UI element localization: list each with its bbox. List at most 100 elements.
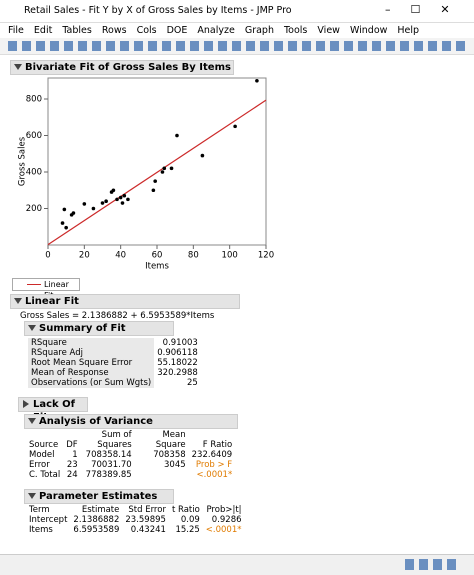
point xyxy=(151,188,156,193)
table-cell: 0.09 xyxy=(180,515,200,525)
table-cell: 70031.70 xyxy=(91,460,132,470)
header-row: Term Estimate Std Error t Ratio Prob>|t| xyxy=(26,505,245,515)
summary-table: RSquare 0.91003 RSquare Adj 0.906118 Root Me… xyxy=(28,338,201,388)
menu-item[interactable]: Analyze xyxy=(197,25,235,36)
anova-table: Source DF Sum of Squares Mean Square F Ratio… xyxy=(26,430,235,480)
legend-swatch xyxy=(27,284,41,285)
table-cell: 232.6409 xyxy=(191,450,233,460)
column-header: Std Error xyxy=(128,505,166,515)
menu-bar: File Edit Tables Rows Cols DOE Analyze Graph Too… xyxy=(0,23,474,38)
point xyxy=(115,197,119,202)
table-cell: Error xyxy=(29,460,50,470)
section-header[interactable]: Summary of Fit xyxy=(24,321,174,336)
table-cell: 1 xyxy=(72,450,78,460)
table-cell: 0.91003 xyxy=(162,338,198,348)
table-cell: 6.5953589 xyxy=(73,525,120,535)
toolbar-icons[interactable] xyxy=(8,41,468,51)
table-cell: 3045 xyxy=(164,460,186,470)
section-header[interactable]: Lack Of Fit xyxy=(18,397,88,423)
point xyxy=(153,179,157,183)
section-header[interactable]: Parameter Estimates xyxy=(24,489,174,504)
report-header[interactable]: Bivariate Fit of Gross Sales By Items xyxy=(10,60,234,75)
table-row: Intercept 2.1386882 23.59895 0.09 0.9286 xyxy=(26,515,245,525)
x-tick-label: 20 xyxy=(79,251,90,261)
menu-item[interactable]: File xyxy=(8,25,24,36)
y-axis-label: Gross Sales xyxy=(18,136,28,186)
point xyxy=(169,166,174,171)
table-cell: <.0001* xyxy=(205,525,242,535)
column-header: Source xyxy=(29,440,59,450)
table-row: Model 1 708358.14 708358 232.6409 xyxy=(26,450,235,460)
table-cell: 15.25 xyxy=(175,525,200,535)
point xyxy=(64,225,68,230)
x-tick-label: 100 xyxy=(222,251,238,261)
table-row: Items 6.5953589 0.43241 15.25 <.0001* xyxy=(26,525,245,535)
point xyxy=(126,197,130,202)
point xyxy=(104,199,108,203)
status-icons[interactable] xyxy=(405,559,460,570)
menu-item[interactable]: Graph xyxy=(244,25,274,36)
menu-item[interactable]: Cols xyxy=(136,25,157,36)
table-cell: 23 xyxy=(66,460,78,470)
point xyxy=(120,201,125,205)
toolbar xyxy=(0,38,474,55)
table-cell: 708358.14 xyxy=(85,450,132,460)
table-row: C. Total 24 778389.85 <.0001* xyxy=(26,470,235,480)
y-tick-label: 600 xyxy=(26,131,42,141)
window-title: Retail Sales - Fit Y by X of Gross Sales… xyxy=(24,5,292,16)
column-header: Term xyxy=(29,505,50,515)
x-tick-label: 0 xyxy=(45,251,50,261)
column-header: F Ratio xyxy=(202,440,233,450)
table-cell: Root Mean Square Error xyxy=(28,358,155,368)
table-cell: Intercept xyxy=(29,515,68,525)
menu-item[interactable]: Tools xyxy=(283,25,308,36)
menu-item[interactable]: Rows xyxy=(101,25,127,36)
point xyxy=(62,207,67,212)
menu-item[interactable]: Tables xyxy=(62,25,92,36)
point xyxy=(60,221,65,225)
table-cell: Items xyxy=(29,525,53,535)
y-tick-label: 400 xyxy=(26,167,42,177)
menu-item[interactable]: Help xyxy=(397,25,420,36)
table-row: Observations (or Sum Wgts) 25 xyxy=(28,378,201,388)
column-header: Estimate xyxy=(81,505,120,515)
table-row: Mean of Response 320.2988 xyxy=(28,368,201,378)
table-cell: 55.18022 xyxy=(157,358,198,368)
table-cell: 0.9286 xyxy=(211,515,242,525)
status-bar xyxy=(0,554,474,575)
table-cell: Prob > F xyxy=(195,460,233,470)
title-bar: Retail Sales - Fit Y by X of Gross Sales… xyxy=(0,0,474,23)
table-cell: <.0001* xyxy=(196,470,233,480)
menu-item[interactable]: View xyxy=(317,25,340,36)
point xyxy=(122,193,127,198)
column-header: DF xyxy=(66,440,78,450)
table-cell: 24 xyxy=(66,470,78,480)
table-row: RSquare Adj 0.906118 xyxy=(28,348,201,358)
menu-item[interactable]: Window xyxy=(349,25,388,36)
table-cell: 2.1386882 xyxy=(73,515,120,525)
scatter-plot: 0 20 40 60 80 100 120 200 400 600 800 Items Gross Sa… xyxy=(18,77,274,272)
table-cell: RSquare xyxy=(28,338,155,348)
point xyxy=(160,170,165,174)
table-cell: Model xyxy=(29,450,55,460)
legend[interactable]: Linear Fit xyxy=(12,278,80,300)
table-cell: 0.906118 xyxy=(157,348,198,358)
window-controls[interactable]: –☐✕ xyxy=(385,3,470,16)
menu-item[interactable]: DOE xyxy=(166,25,188,36)
table-cell: 708358 xyxy=(153,450,186,460)
menu-item[interactable]: Edit xyxy=(33,25,53,36)
point xyxy=(118,195,123,200)
column-header: Prob>|t| xyxy=(206,505,242,515)
table-row: RSquare 0.91003 xyxy=(28,338,201,348)
point xyxy=(71,211,76,215)
table-cell: Mean of Response xyxy=(28,368,155,378)
section-header[interactable]: Linear Fit xyxy=(10,294,240,309)
table-cell xyxy=(135,470,189,480)
table-cell: Observations (or Sum Wgts) xyxy=(28,378,155,388)
column-header: Sum of Squares xyxy=(97,430,132,450)
fit-equation: Gross Sales = 2.1386882 + 6.5953589*Item… xyxy=(20,311,215,321)
point xyxy=(255,78,259,83)
section-header[interactable]: Analysis of Variance xyxy=(24,414,238,429)
x-tick-label: 80 xyxy=(188,251,199,261)
